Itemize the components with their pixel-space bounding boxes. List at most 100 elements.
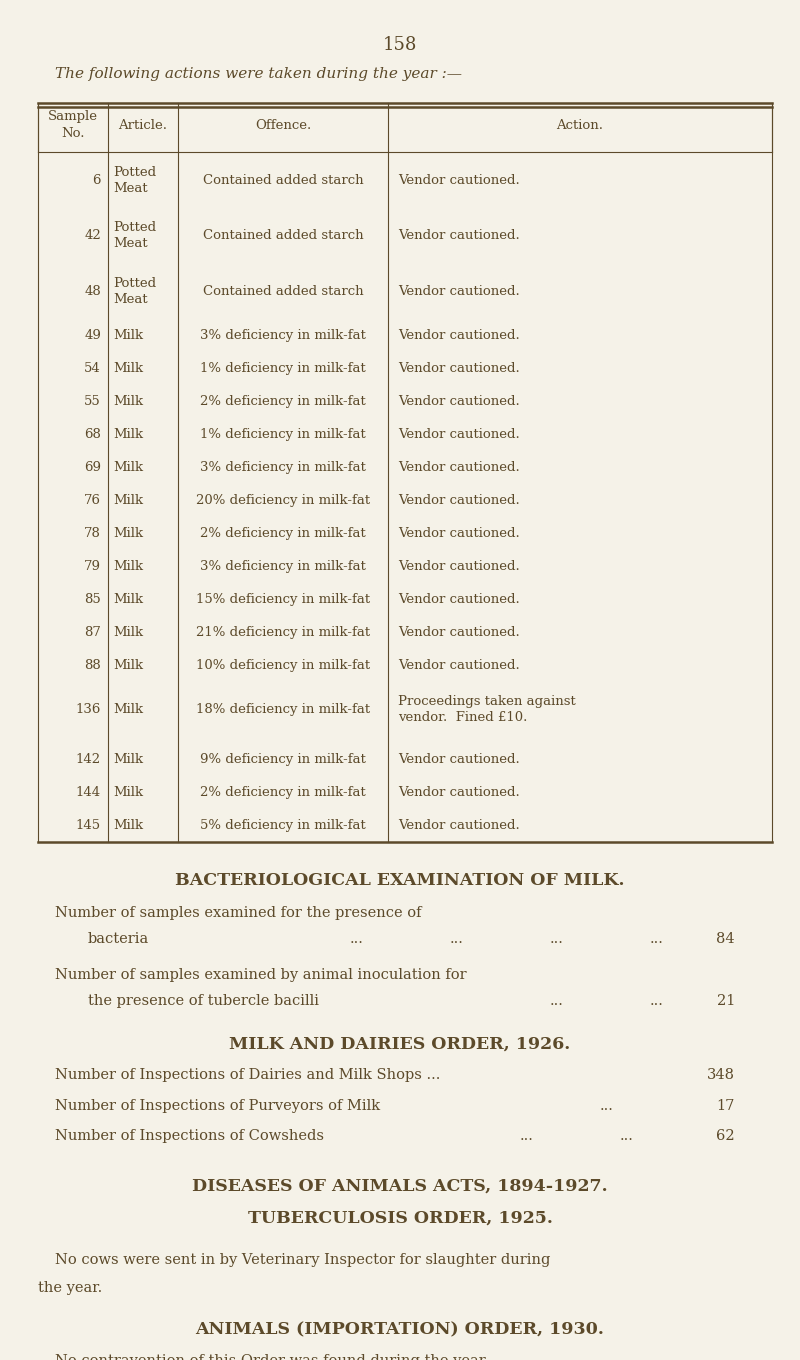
Text: 76: 76 [84, 494, 101, 507]
Text: Number of Inspections of Dairies and Milk Shops ...: Number of Inspections of Dairies and Mil… [55, 1069, 440, 1083]
Text: Vendor cautioned.: Vendor cautioned. [398, 658, 520, 672]
Text: 1% deficiency in milk-fat: 1% deficiency in milk-fat [200, 428, 366, 441]
Text: Milk: Milk [113, 819, 143, 832]
Text: Milk: Milk [113, 560, 143, 573]
Text: 20% deficiency in milk-fat: 20% deficiency in milk-fat [196, 494, 370, 507]
Text: ...: ... [350, 932, 364, 947]
Text: Sample
No.: Sample No. [48, 110, 98, 140]
Text: 17: 17 [717, 1099, 735, 1112]
Text: 136: 136 [76, 703, 101, 715]
Text: Vendor cautioned.: Vendor cautioned. [398, 526, 520, 540]
Text: 68: 68 [84, 428, 101, 441]
Text: 85: 85 [84, 593, 101, 605]
Text: 18% deficiency in milk-fat: 18% deficiency in milk-fat [196, 703, 370, 715]
Text: 79: 79 [84, 560, 101, 573]
Text: Vendor cautioned.: Vendor cautioned. [398, 230, 520, 242]
Text: 49: 49 [84, 329, 101, 343]
Text: 42: 42 [84, 230, 101, 242]
Text: Vendor cautioned.: Vendor cautioned. [398, 461, 520, 473]
Text: Vendor cautioned.: Vendor cautioned. [398, 494, 520, 507]
Text: Proceedings taken against
vendor.  Fined £10.: Proceedings taken against vendor. Fined … [398, 695, 576, 724]
Text: No contravention of this Order was found during the year.: No contravention of this Order was found… [55, 1355, 489, 1360]
Text: 55: 55 [84, 394, 101, 408]
Text: 9% deficiency in milk-fat: 9% deficiency in milk-fat [200, 753, 366, 767]
Text: ...: ... [650, 932, 664, 947]
Text: 88: 88 [84, 658, 101, 672]
Text: Vendor cautioned.: Vendor cautioned. [398, 284, 520, 298]
Text: 1% deficiency in milk-fat: 1% deficiency in milk-fat [200, 362, 366, 375]
Text: Milk: Milk [113, 526, 143, 540]
Text: Milk: Milk [113, 786, 143, 800]
Text: 2% deficiency in milk-fat: 2% deficiency in milk-fat [200, 526, 366, 540]
Text: 15% deficiency in milk-fat: 15% deficiency in milk-fat [196, 593, 370, 605]
Text: 48: 48 [84, 284, 101, 298]
Text: Milk: Milk [113, 494, 143, 507]
Text: BACTERIOLOGICAL EXAMINATION OF MILK.: BACTERIOLOGICAL EXAMINATION OF MILK. [175, 872, 625, 889]
Text: Number of Inspections of Cowsheds: Number of Inspections of Cowsheds [55, 1129, 324, 1142]
Text: Offence.: Offence. [255, 118, 311, 132]
Text: Vendor cautioned.: Vendor cautioned. [398, 786, 520, 800]
Text: Number of samples examined for the presence of: Number of samples examined for the prese… [55, 906, 422, 919]
Text: 62: 62 [716, 1129, 735, 1142]
Text: 21% deficiency in milk-fat: 21% deficiency in milk-fat [196, 626, 370, 639]
Text: Vendor cautioned.: Vendor cautioned. [398, 626, 520, 639]
Text: Vendor cautioned.: Vendor cautioned. [398, 753, 520, 767]
Text: ...: ... [520, 1129, 534, 1142]
Text: ...: ... [620, 1129, 634, 1142]
Text: Milk: Milk [113, 428, 143, 441]
Text: 2% deficiency in milk-fat: 2% deficiency in milk-fat [200, 394, 366, 408]
Text: Milk: Milk [113, 461, 143, 473]
Text: No cows were sent in by Veterinary Inspector for slaughter during: No cows were sent in by Veterinary Inspe… [55, 1254, 550, 1268]
Text: Number of Inspections of Purveyors of Milk: Number of Inspections of Purveyors of Mi… [55, 1099, 380, 1112]
Text: DISEASES OF ANIMALS ACTS, 1894-1927.: DISEASES OF ANIMALS ACTS, 1894-1927. [192, 1178, 608, 1195]
Text: Vendor cautioned.: Vendor cautioned. [398, 819, 520, 832]
Text: Potted
Meat: Potted Meat [113, 222, 156, 250]
Text: 3% deficiency in milk-fat: 3% deficiency in milk-fat [200, 461, 366, 473]
Text: Article.: Article. [118, 118, 167, 132]
Text: Milk: Milk [113, 658, 143, 672]
Text: TUBERCULOSIS ORDER, 1925.: TUBERCULOSIS ORDER, 1925. [247, 1210, 553, 1227]
Text: 348: 348 [707, 1069, 735, 1083]
Text: Vendor cautioned.: Vendor cautioned. [398, 362, 520, 375]
Text: 84: 84 [716, 932, 735, 947]
Text: Potted
Meat: Potted Meat [113, 277, 156, 306]
Text: Milk: Milk [113, 703, 143, 715]
Text: 5% deficiency in milk-fat: 5% deficiency in milk-fat [200, 819, 366, 832]
Text: Milk: Milk [113, 626, 143, 639]
Text: ...: ... [650, 994, 664, 1008]
Text: Milk: Milk [113, 593, 143, 605]
Text: Potted
Meat: Potted Meat [113, 166, 156, 194]
Text: Vendor cautioned.: Vendor cautioned. [398, 394, 520, 408]
Text: ANIMALS (IMPORTATION) ORDER, 1930.: ANIMALS (IMPORTATION) ORDER, 1930. [195, 1321, 605, 1338]
Text: ...: ... [550, 994, 564, 1008]
Text: Number of samples examined by animal inoculation for: Number of samples examined by animal ino… [55, 968, 466, 982]
Text: bacteria: bacteria [88, 932, 150, 947]
Text: Contained added starch: Contained added starch [202, 174, 363, 186]
Text: Milk: Milk [113, 753, 143, 767]
Text: ...: ... [600, 1099, 614, 1112]
Text: 158: 158 [383, 35, 417, 54]
Text: Milk: Milk [113, 362, 143, 375]
Text: Vendor cautioned.: Vendor cautioned. [398, 428, 520, 441]
Text: the presence of tubercle bacilli: the presence of tubercle bacilli [88, 994, 319, 1008]
Text: Vendor cautioned.: Vendor cautioned. [398, 560, 520, 573]
Text: Action.: Action. [557, 118, 603, 132]
Text: 10% deficiency in milk-fat: 10% deficiency in milk-fat [196, 658, 370, 672]
Text: the year.: the year. [38, 1281, 102, 1295]
Text: 2% deficiency in milk-fat: 2% deficiency in milk-fat [200, 786, 366, 800]
Text: The following actions were taken during the year :—: The following actions were taken during … [55, 68, 462, 82]
Text: 142: 142 [76, 753, 101, 767]
Text: 3% deficiency in milk-fat: 3% deficiency in milk-fat [200, 560, 366, 573]
Text: Milk: Milk [113, 329, 143, 343]
Text: 3% deficiency in milk-fat: 3% deficiency in milk-fat [200, 329, 366, 343]
Text: 54: 54 [84, 362, 101, 375]
Text: ...: ... [550, 932, 564, 947]
Text: 144: 144 [76, 786, 101, 800]
Text: Contained added starch: Contained added starch [202, 284, 363, 298]
Text: 69: 69 [84, 461, 101, 473]
Text: ...: ... [450, 932, 464, 947]
Text: Milk: Milk [113, 394, 143, 408]
Text: Vendor cautioned.: Vendor cautioned. [398, 593, 520, 605]
Text: MILK AND DAIRIES ORDER, 1926.: MILK AND DAIRIES ORDER, 1926. [230, 1035, 570, 1053]
Text: Vendor cautioned.: Vendor cautioned. [398, 174, 520, 186]
